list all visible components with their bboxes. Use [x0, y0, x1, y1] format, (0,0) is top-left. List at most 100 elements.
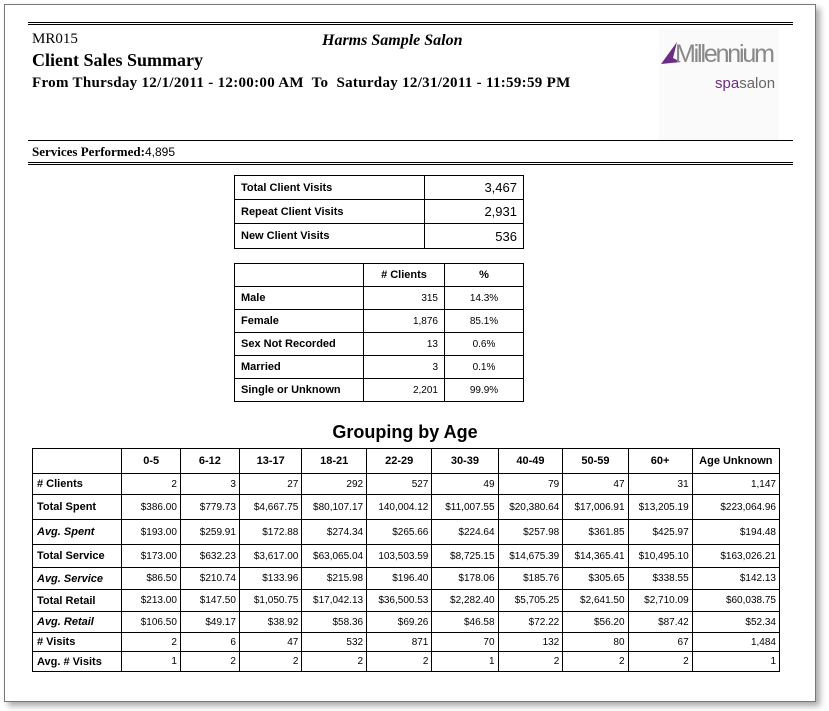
age-row: Avg. Service $86.50 $210.74 $133.96 $215.98 $… [31, 567, 781, 590]
age-cell: $72.22 [497, 611, 564, 633]
demographics-row: Single or Unknown 2,201 99.9% [234, 378, 524, 402]
age-row-label: Avg. Retail [31, 611, 123, 633]
age-row-label: Avg. # Visits [31, 651, 123, 672]
age-cell: 2 [627, 651, 693, 672]
services-label: Services Performed: [32, 144, 145, 159]
age-cell: $106.50 [121, 611, 181, 633]
row-label: Single or Unknown [234, 378, 364, 402]
age-cell: $14,675.39 [497, 544, 564, 568]
age-row: Avg. # Visits 1 2 2 2 2 1 2 2 2 1 [31, 651, 781, 672]
age-row: # Visits 2 6 47 532 871 70 132 80 67 1,484 [31, 632, 781, 652]
age-column-header: Age Unknown [691, 448, 781, 474]
age-cell: 2 [497, 651, 564, 672]
clients-value: 13 [363, 332, 445, 356]
row-label: Married [234, 355, 364, 379]
age-cell: $142.13 [691, 567, 781, 590]
age-column-header: 40-49 [497, 448, 564, 474]
age-row: Total Service $173.00 $632.23 $3,617.00 $63,… [31, 544, 781, 568]
age-header-row: 0-5 6-12 13-17 18-21 22-29 30-39 40-49 50-59 60+… [31, 448, 781, 474]
divider [28, 162, 793, 165]
age-cell: $14,365.41 [562, 544, 629, 568]
age-cell: $17,006.91 [562, 494, 629, 520]
age-cell: 2 [121, 473, 181, 495]
age-cell: $36,500.53 [366, 589, 433, 612]
age-cell: 6 [179, 632, 240, 652]
age-cell: $52.34 [691, 611, 781, 633]
age-column-header: 30-39 [431, 448, 499, 474]
millennium-logo-icon: Millennium spasalon [661, 40, 775, 92]
age-cell: $13,205.19 [627, 494, 693, 520]
pct-value: 99.9% [444, 378, 524, 402]
age-cell: 527 [366, 473, 433, 495]
svg-text:spasalon: spasalon [715, 75, 775, 92]
age-cell: $213.00 [121, 589, 181, 612]
age-row-label: Total Service [31, 544, 123, 568]
age-row-label: # Visits [31, 632, 123, 652]
pct-value: 0.6% [444, 332, 524, 356]
age-cell: $223,064.96 [691, 494, 781, 520]
age-row: Avg. Retail $106.50 $49.17 $38.92 $58.36 $69.… [31, 611, 781, 633]
age-row: Avg. Spent $193.00 $259.91 $172.88 $274.34 $2… [31, 519, 781, 545]
visits-value: 3,467 [424, 175, 524, 200]
age-cell: 2 [121, 632, 181, 652]
age-cell: $133.96 [238, 567, 303, 590]
age-column-header: 13-17 [238, 448, 303, 474]
services-value: 4,895 [144, 145, 176, 159]
pct-value: 85.1% [444, 309, 524, 333]
report-id: MR015 [32, 31, 78, 47]
age-cell: 79 [497, 473, 564, 495]
age-cell: 140,004.12 [366, 494, 433, 520]
age-cell: $215.98 [301, 567, 368, 590]
age-cell: 1,147 [691, 473, 781, 495]
age-column-header: 22-29 [366, 448, 433, 474]
age-cell: $178.06 [431, 567, 499, 590]
age-cell: 47 [562, 473, 629, 495]
age-cell: 1,484 [691, 632, 781, 652]
age-cell: $163,026.21 [691, 544, 781, 568]
age-cell: $10,495.10 [627, 544, 693, 568]
age-cell: 67 [627, 632, 693, 652]
age-cell: $193.00 [121, 519, 181, 545]
age-cell: 2 [562, 651, 629, 672]
age-cell: $2,641.50 [562, 589, 629, 612]
age-column-header: 0-5 [121, 448, 181, 474]
age-column-header: 18-21 [301, 448, 368, 474]
salon-name: Harms Sample Salon [322, 32, 463, 49]
logo: Millennium spasalon [659, 28, 779, 140]
demographics-row: Sex Not Recorded 13 0.6% [234, 332, 524, 356]
age-cell: 70 [431, 632, 499, 652]
age-cell: $265.66 [366, 519, 433, 545]
age-cell: $194.48 [691, 519, 781, 545]
age-cell: $173.00 [121, 544, 181, 568]
age-cell: 103,503.59 [366, 544, 433, 568]
demographics-table: # Clients% Male 315 14.3% Female 1,876 85.1% S… [234, 263, 524, 402]
age-cell: $274.34 [301, 519, 368, 545]
age-cell: $58.36 [301, 611, 368, 633]
visits-value: 536 [424, 223, 524, 249]
age-cell: $147.50 [179, 589, 240, 612]
age-cell: 1 [691, 651, 781, 672]
age-cell: $63,065.04 [301, 544, 368, 568]
divider [28, 140, 793, 141]
age-cell: $46.58 [431, 611, 499, 633]
header-pct: % [444, 263, 524, 287]
row-label: Sex Not Recorded [234, 332, 364, 356]
visits-label: Total Client Visits [234, 175, 425, 200]
age-row-label: Avg. Spent [31, 519, 123, 545]
age-cell: 292 [301, 473, 368, 495]
demographics-row: Female 1,876 85.1% [234, 309, 524, 333]
clients-value: 3 [363, 355, 445, 379]
age-cell: $38.92 [238, 611, 303, 633]
visits-value: 2,931 [424, 199, 524, 224]
age-cell: $259.91 [179, 519, 240, 545]
age-cell: $60,038.75 [691, 589, 781, 612]
pct-value: 14.3% [444, 286, 524, 310]
age-cell: $20,380.64 [497, 494, 564, 520]
age-cell: $11,007.55 [431, 494, 499, 520]
age-row: Total Retail $213.00 $147.50 $1,050.75 $17,0… [31, 589, 781, 612]
age-row-label: Avg. Service [31, 567, 123, 590]
report-title: Client Sales Summary [32, 50, 203, 70]
age-cell: 2 [301, 651, 368, 672]
age-cell: $257.98 [497, 519, 564, 545]
age-cell: 80 [562, 632, 629, 652]
